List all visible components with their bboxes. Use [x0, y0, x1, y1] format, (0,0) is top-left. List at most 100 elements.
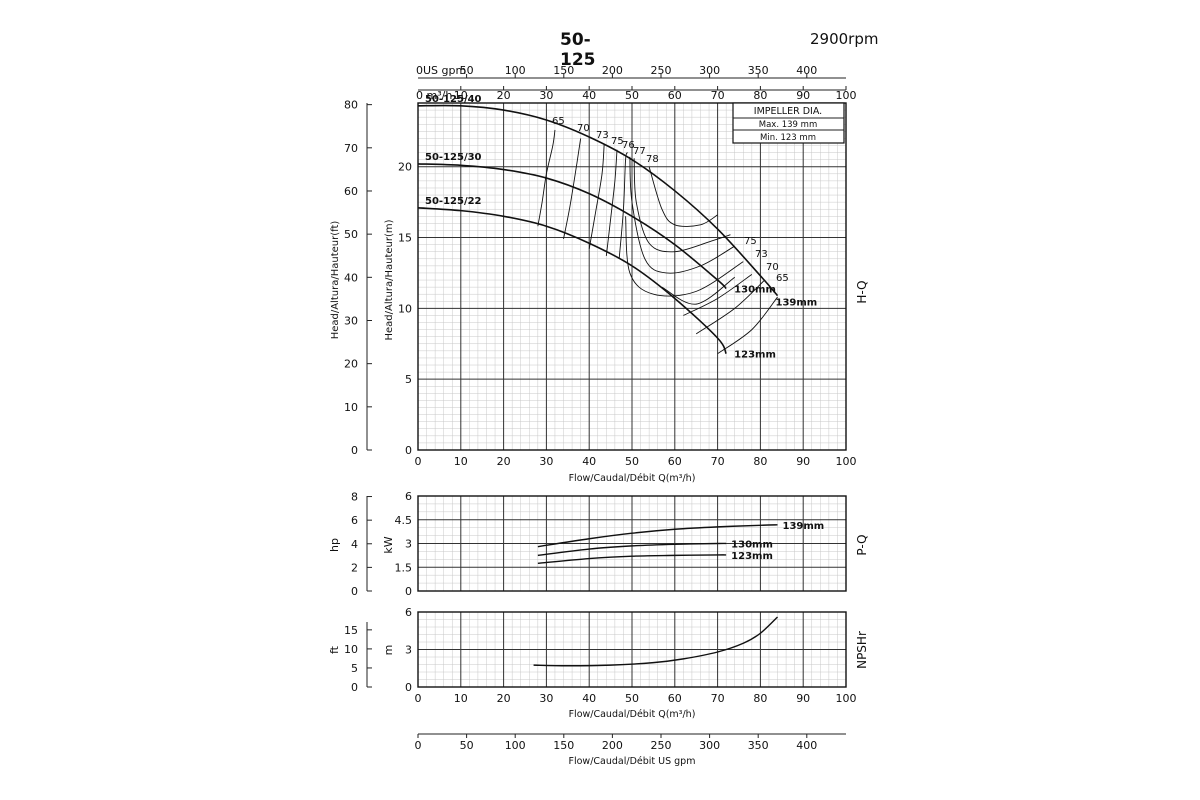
hq-ytick-ft: 60 — [344, 185, 358, 198]
hq-ytick-m: 15 — [398, 232, 412, 245]
hq-eff-loop — [661, 276, 735, 305]
npsh-side-label: NPSHr — [855, 631, 869, 669]
hq-xtick: 100 — [836, 455, 857, 468]
npsh-ytick-ft: 10 — [344, 643, 358, 656]
hq-ytick-ft: 80 — [344, 99, 358, 112]
hq-eff-label: 73 — [755, 249, 768, 260]
hq-ytick-ft: 20 — [344, 358, 358, 371]
pq-grid-frame — [417, 495, 847, 592]
pq-ytick-kw: 1.5 — [395, 561, 413, 574]
hq-series-name: 50-125/22 — [425, 196, 482, 207]
pq-side-label: P-Q — [855, 534, 869, 555]
top-m3h-tick-label: 20 — [497, 89, 511, 102]
npsh-ytick-m: 0 — [405, 681, 412, 694]
top-m3h-tick-label: 80 — [753, 89, 767, 102]
hq-eff-label: 75 — [744, 236, 757, 247]
hq-eff-label: 75 — [611, 136, 624, 147]
hq-series-name: 50-125/30 — [425, 152, 482, 163]
npsh-xtick: 90 — [796, 692, 810, 705]
gpm-axis-tick-label: 250 — [650, 739, 671, 752]
hq-eff-loop — [633, 158, 731, 253]
pq-ytick-hp: 8 — [351, 491, 358, 504]
npsh-ytick-m: 3 — [405, 644, 412, 657]
pq-curve-139mm — [537, 524, 778, 548]
npsh-xtick: 20 — [497, 692, 511, 705]
gpm-axis-tick-label: 300 — [699, 739, 720, 752]
hq-xtick: 30 — [539, 455, 553, 468]
impeller-box-min: Min. 123 mm — [760, 133, 816, 143]
pq-ytick-hp: 0 — [351, 585, 358, 598]
hq-eff-label: 70 — [766, 262, 779, 273]
pq-ylabel-kw: kW — [382, 536, 395, 553]
hq-eff-label: 73 — [596, 130, 609, 141]
pq-curve-label: 123mm — [731, 551, 773, 562]
npsh-ylabel-m: m — [382, 645, 395, 656]
hq-xtick: 60 — [668, 455, 682, 468]
hq-series-name: 50-125/40 — [425, 94, 482, 105]
hq-curve-130mm — [417, 163, 727, 290]
top-gpm-tick-label: 400 — [796, 64, 817, 77]
pq-ytick-hp: 4 — [351, 538, 358, 551]
hq-eff-loop — [717, 296, 778, 355]
gpm-axis-tick-label: 350 — [748, 739, 769, 752]
hq-ytick-ft: 40 — [344, 271, 358, 284]
hq-ylabel-m: Head/Altura/Hauteur(m) — [384, 219, 395, 340]
hq-ytick-m: 20 — [398, 161, 412, 174]
gpm-axis-label: Flow/Caudal/Débit US gpm — [569, 756, 696, 767]
pq-ytick-kw: 0 — [405, 585, 412, 598]
hq-xtick: 50 — [625, 455, 639, 468]
npsh-grid-frame — [417, 611, 847, 688]
pq-curve-130mm — [537, 542, 727, 557]
hq-end-label: 139mm — [776, 298, 818, 309]
hq-xlabel: Flow/Caudal/Débit Q(m³/h) — [569, 473, 696, 484]
hq-xtick: 10 — [454, 455, 468, 468]
hq-side-label: H-Q — [855, 280, 869, 303]
hq-eff-label: 78 — [646, 154, 659, 165]
pq-ytick-kw: 4.5 — [395, 514, 413, 527]
hq-eff-line — [605, 149, 618, 257]
gpm-axis-tick-label: 400 — [796, 739, 817, 752]
hq-xtick: 90 — [796, 455, 810, 468]
top-gpm-tick-label: 150 — [553, 64, 574, 77]
hq-xtick: 40 — [582, 455, 596, 468]
npsh-ytick-m: 6 — [405, 606, 412, 619]
hq-ytick-m: 0 — [405, 444, 412, 457]
hq-xtick: 0 — [415, 455, 422, 468]
top-gpm-tick-label: 200 — [602, 64, 623, 77]
hq-ytick-ft: 30 — [344, 314, 358, 327]
pq-ytick-hp: 6 — [351, 514, 358, 527]
pq-ytick-hp: 2 — [351, 561, 358, 574]
hq-grid-frame — [417, 102, 847, 451]
top-gpm-tick-label: 250 — [650, 64, 671, 77]
hq-eff-label: 65 — [552, 116, 565, 127]
npsh-xtick: 40 — [582, 692, 596, 705]
impeller-box-max: Max. 139 mm — [759, 120, 817, 130]
npsh-ytick-ft: 5 — [351, 662, 358, 675]
hq-eff-loop — [625, 216, 744, 297]
hq-ylabel-ft: Head/Altura/Hauteur(ft) — [330, 221, 341, 340]
hq-ytick-m: 10 — [398, 302, 412, 315]
hq-ytick-ft: 50 — [344, 228, 358, 241]
hq-eff-line — [537, 129, 556, 227]
top-m3h-tick-label: 60 — [668, 89, 682, 102]
top-gpm-tick-label: 100 — [505, 64, 526, 77]
gpm-axis-tick-label: 50 — [460, 739, 474, 752]
top-gpm-label: 0US gpm — [416, 64, 466, 77]
hq-eff-line — [588, 144, 605, 249]
pq-ytick-kw: 6 — [405, 490, 412, 503]
pq-ytick-kw: 3 — [405, 538, 412, 551]
hq-ytick-ft: 0 — [351, 444, 358, 457]
npsh-ylabel-ft: ft — [328, 645, 341, 654]
hq-eff-label: 77 — [633, 146, 646, 157]
hq-eff-loop — [683, 274, 753, 316]
npsh-xtick: 70 — [711, 692, 725, 705]
hq-eff-loop — [648, 166, 718, 227]
pq-curve-123mm — [537, 554, 727, 564]
hq-eff-label: 65 — [776, 273, 789, 284]
page-title: 50-125 — [560, 30, 596, 70]
hq-ytick-ft: 70 — [344, 142, 358, 155]
top-m3h-tick-label: 90 — [796, 89, 810, 102]
top-gpm-tick-label: 50 — [460, 64, 474, 77]
npsh-xlabel: Flow/Caudal/Débit Q(m³/h) — [569, 709, 696, 720]
hq-curve-123mm — [417, 207, 727, 355]
